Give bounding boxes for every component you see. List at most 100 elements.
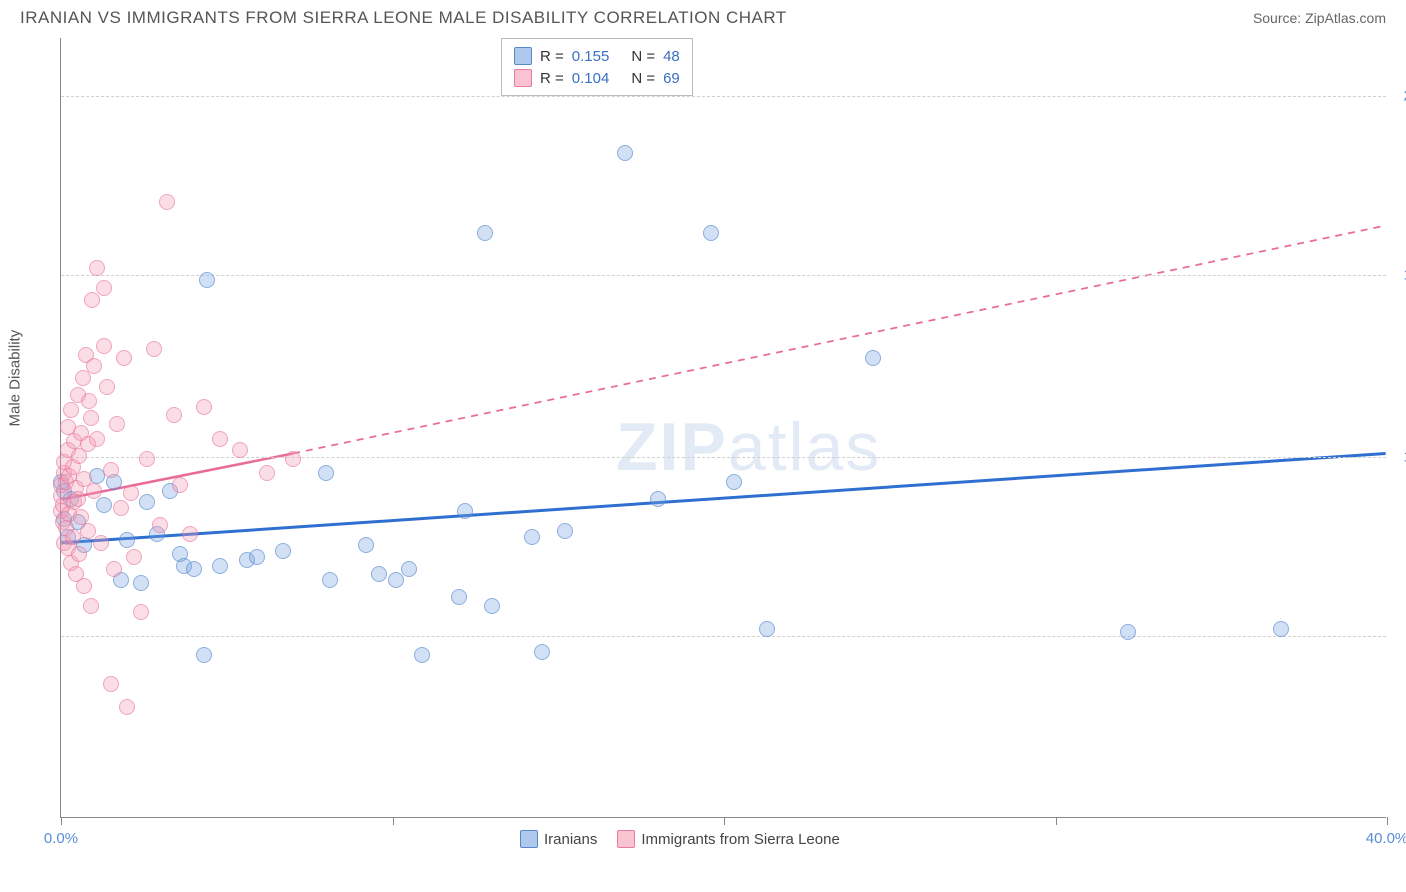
scatter-point [196, 399, 212, 415]
watermark: ZIPatlas [616, 408, 881, 486]
y-tick-label: 12.5% [1391, 448, 1406, 465]
scatter-point [1273, 621, 1289, 637]
scatter-point [557, 523, 573, 539]
scatter-point [99, 379, 115, 395]
scatter-point [116, 350, 132, 366]
trendlines-layer [61, 38, 1386, 817]
scatter-point [65, 529, 81, 545]
scatter-point [534, 644, 550, 660]
scatter-point [318, 465, 334, 481]
scatter-point [249, 549, 265, 565]
scatter-point [113, 500, 129, 516]
scatter-point [139, 451, 155, 467]
x-tick [724, 817, 725, 825]
chart-container: ZIPatlas R = 0.155 N = 48 R = 0.104 N = … [60, 38, 1386, 818]
scatter-point [457, 503, 473, 519]
watermark-zip: ZIP [616, 409, 728, 485]
scatter-point [152, 517, 168, 533]
stats-row-sierra-leone: R = 0.104 N = 69 [514, 67, 680, 89]
x-tick [1387, 817, 1388, 825]
scatter-point [414, 647, 430, 663]
scatter-point [89, 260, 105, 276]
scatter-point [96, 280, 112, 296]
scatter-point [119, 532, 135, 548]
chart-title: IRANIAN VS IMMIGRANTS FROM SIERRA LEONE … [20, 8, 787, 28]
scatter-point [371, 566, 387, 582]
x-tick [61, 817, 62, 825]
legend-swatch-sierra-leone [617, 830, 635, 848]
scatter-point [106, 561, 122, 577]
r-label-1: R = [540, 48, 564, 65]
x-tick-label: 0.0% [44, 830, 78, 847]
x-tick-label: 40.0% [1366, 830, 1406, 847]
r-label-2: R = [540, 70, 564, 87]
scatter-point [133, 575, 149, 591]
scatter-point [196, 647, 212, 663]
swatch-sierra-leone [514, 69, 532, 87]
x-tick [1056, 817, 1057, 825]
scatter-point [617, 145, 633, 161]
stats-legend: R = 0.155 N = 48 R = 0.104 N = 69 [501, 38, 693, 96]
scatter-point [1120, 624, 1136, 640]
scatter-point [89, 431, 105, 447]
scatter-point [93, 535, 109, 551]
gridline-h [61, 96, 1386, 97]
n-value-1: 48 [663, 48, 680, 65]
scatter-point [186, 561, 202, 577]
scatter-point [182, 526, 198, 542]
scatter-point [86, 483, 102, 499]
y-tick-label: 18.8% [1391, 266, 1406, 283]
stats-row-iranians: R = 0.155 N = 48 [514, 45, 680, 67]
scatter-point [103, 462, 119, 478]
scatter-point [96, 497, 112, 513]
scatter-point [71, 546, 87, 562]
n-label-2: N = [631, 70, 655, 87]
scatter-point [388, 572, 404, 588]
chart-header: IRANIAN VS IMMIGRANTS FROM SIERRA LEONE … [0, 0, 1406, 38]
scatter-point [199, 272, 215, 288]
gridline-h [61, 457, 1386, 458]
scatter-point [477, 225, 493, 241]
scatter-point [80, 523, 96, 539]
scatter-point [484, 598, 500, 614]
scatter-point [119, 699, 135, 715]
swatch-iranians [514, 47, 532, 65]
scatter-point [358, 537, 374, 553]
legend-label-sierra-leone: Immigrants from Sierra Leone [641, 831, 839, 848]
scatter-point [212, 558, 228, 574]
scatter-point [232, 442, 248, 458]
scatter-point [139, 494, 155, 510]
gridline-h [61, 275, 1386, 276]
watermark-atlas: atlas [728, 409, 882, 485]
scatter-point [133, 604, 149, 620]
scatter-point [70, 491, 86, 507]
y-axis-label: Male Disability [7, 330, 24, 427]
r-value-1: 0.155 [572, 48, 610, 65]
scatter-point [109, 416, 125, 432]
scatter-point [759, 621, 775, 637]
scatter-point [703, 225, 719, 241]
scatter-point [275, 543, 291, 559]
scatter-point [401, 561, 417, 577]
gridline-h [61, 636, 1386, 637]
y-tick-label: 25.0% [1391, 87, 1406, 104]
scatter-point [146, 341, 162, 357]
n-label-1: N = [631, 48, 655, 65]
scatter-point [96, 338, 112, 354]
n-value-2: 69 [663, 70, 680, 87]
scatter-point [524, 529, 540, 545]
scatter-point [650, 491, 666, 507]
trendline-dashed-s2 [293, 226, 1386, 454]
scatter-point [865, 350, 881, 366]
legend-label-iranians: Iranians [544, 831, 597, 848]
scatter-point [76, 578, 92, 594]
scatter-point [212, 431, 228, 447]
y-tick-label: 6.3% [1391, 628, 1406, 645]
scatter-point [103, 676, 119, 692]
scatter-point [322, 572, 338, 588]
scatter-point [126, 549, 142, 565]
scatter-point [123, 485, 139, 501]
series-legend: Iranians Immigrants from Sierra Leone [520, 830, 840, 848]
source-attribution: Source: ZipAtlas.com [1253, 10, 1386, 26]
scatter-point [63, 402, 79, 418]
